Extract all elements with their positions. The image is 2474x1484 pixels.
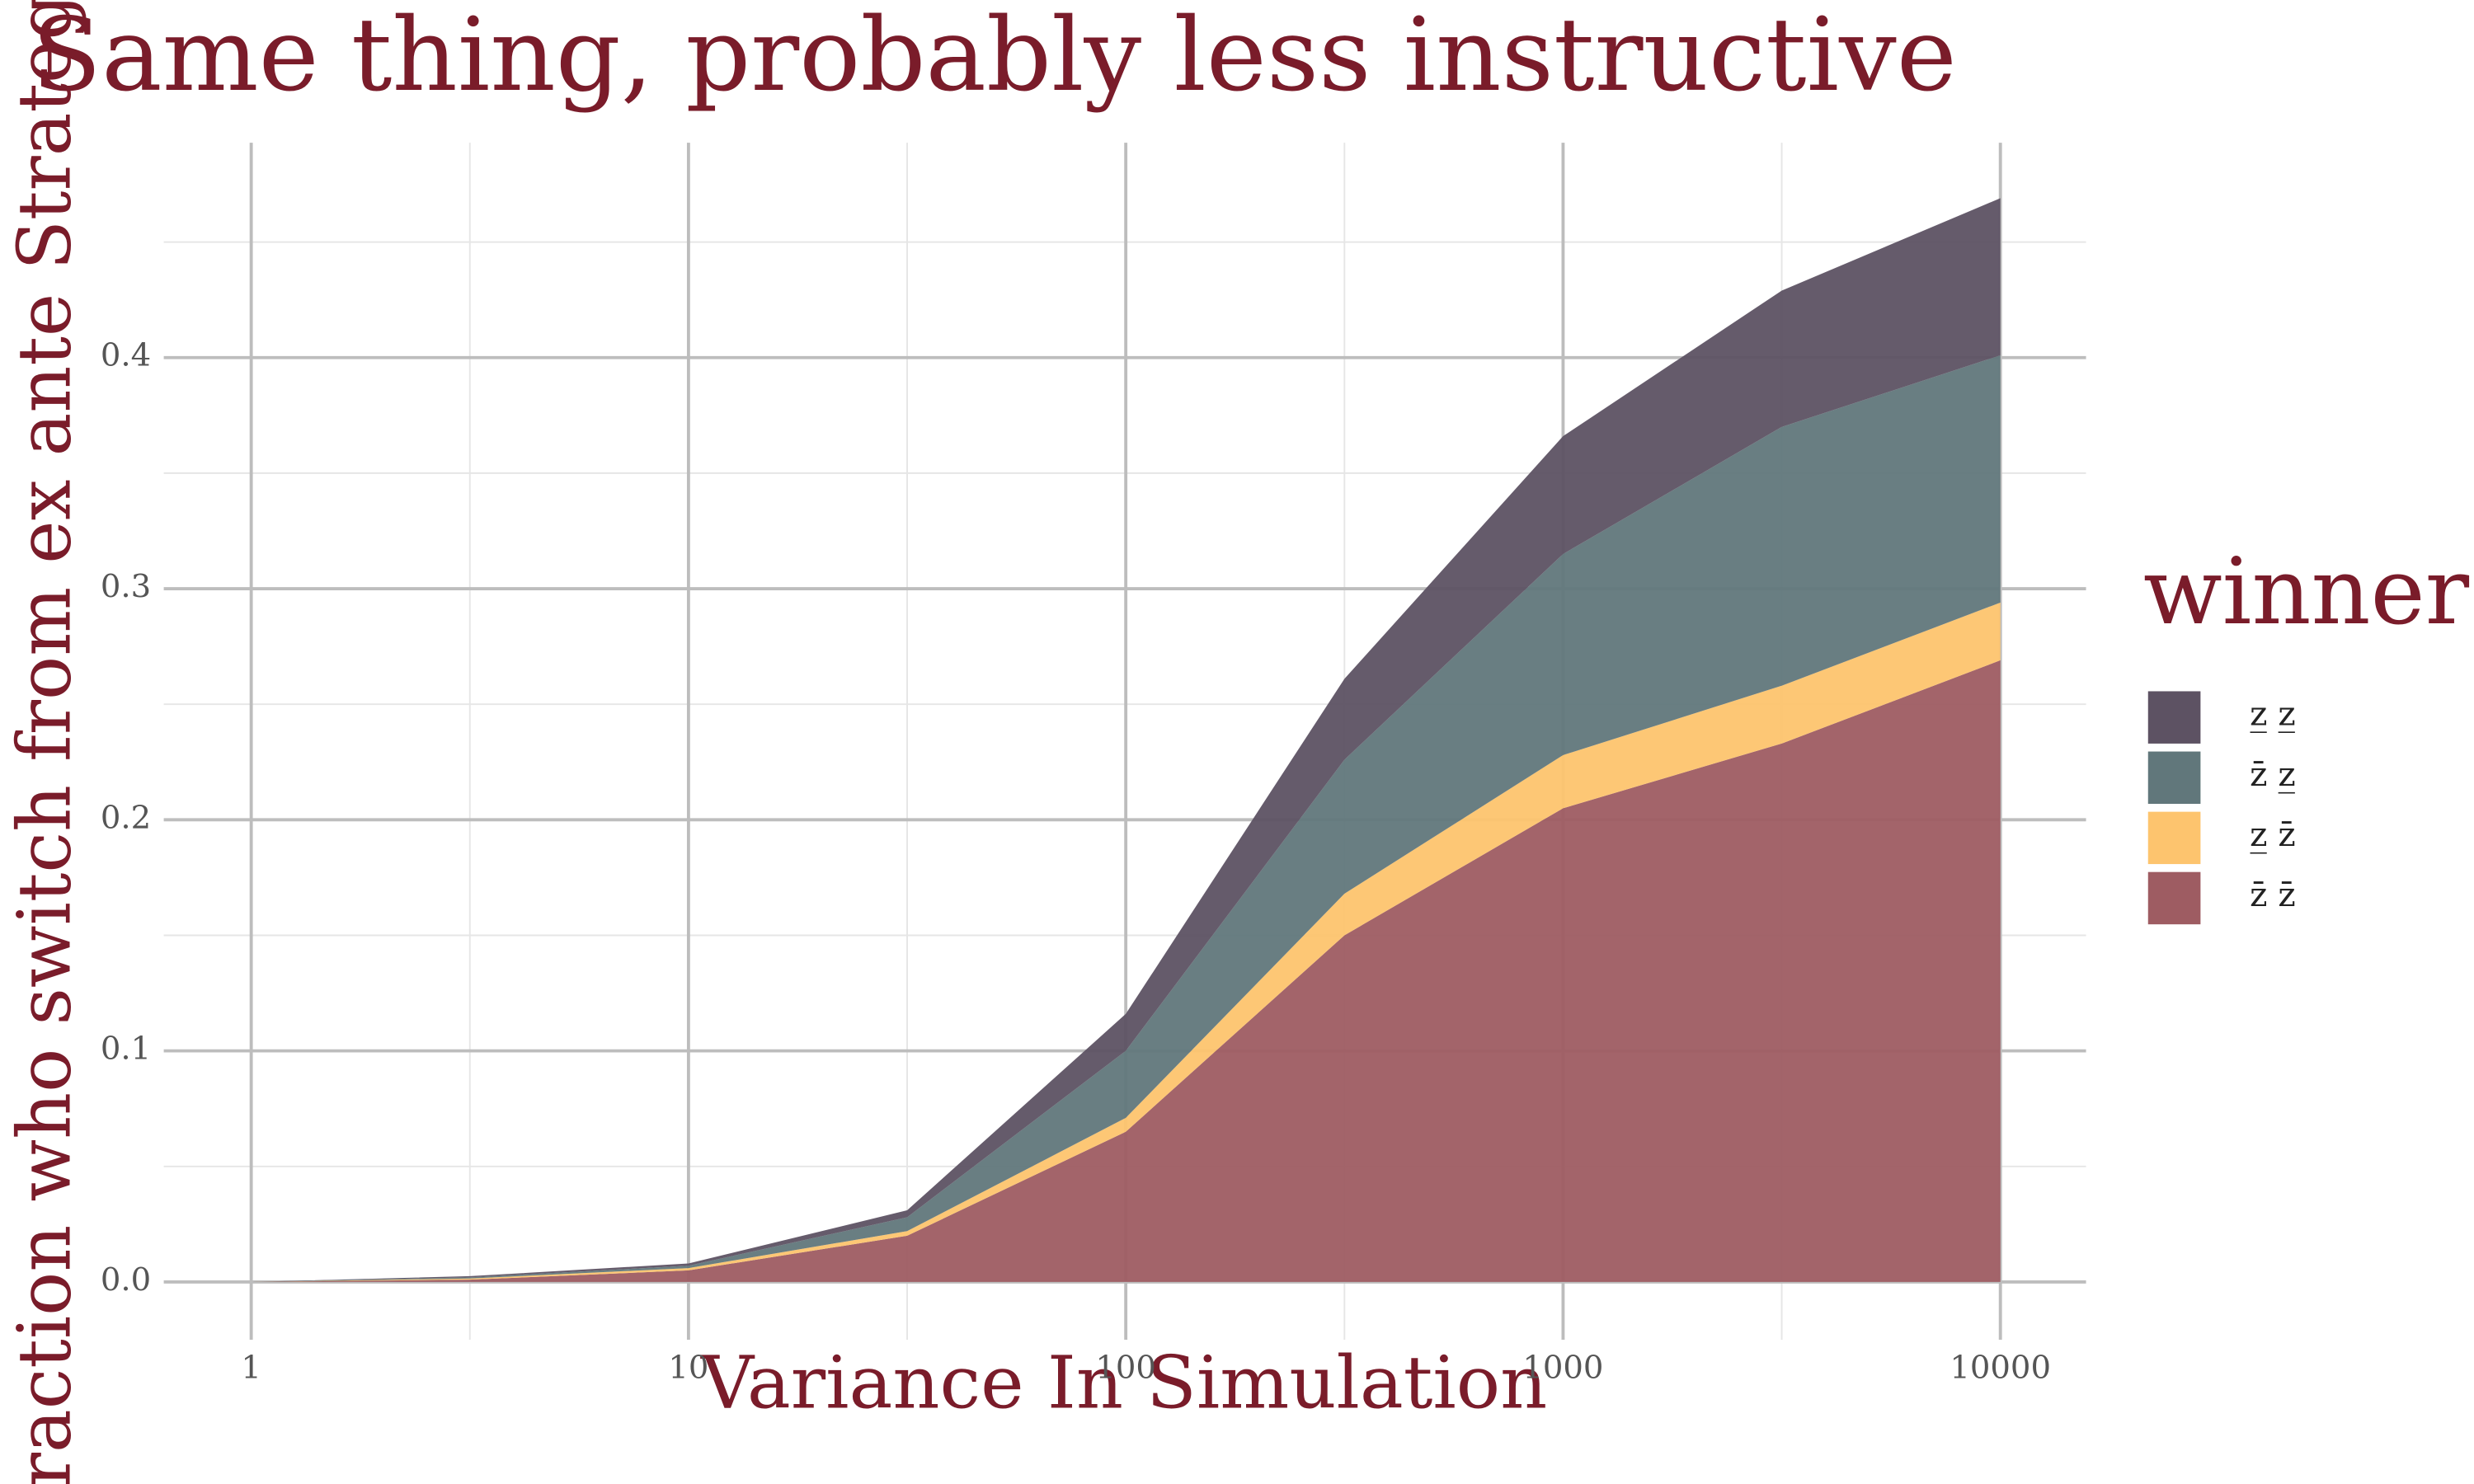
legend-title: winner	[2143, 538, 2470, 646]
x-tick-label: 10000	[1950, 1350, 2051, 1387]
x-tick-label: 100	[1095, 1350, 1156, 1387]
chart-title: Same thing, probably less instructive	[32, 0, 1957, 115]
y-axis-label: Fraction who switch from ex ante Strateg…	[2, 0, 87, 1484]
legend-label: z̄ z̄	[2250, 875, 2296, 914]
x-tick-label: 1000	[1522, 1350, 1603, 1387]
legend-label: z̄ z̲	[2250, 754, 2296, 794]
y-tick-label: 0.1	[101, 1031, 151, 1068]
legend-key	[2144, 868, 2204, 928]
y-tick-label: 0.0	[101, 1261, 151, 1298]
legend-key	[2144, 748, 2204, 807]
legend-label: z̲ z̲	[2250, 694, 2296, 734]
legend-key	[2144, 808, 2204, 867]
area	[251, 660, 2001, 1282]
area	[251, 198, 2001, 1282]
legend-label: z̲ z̄	[2250, 815, 2296, 854]
legend: z̄ z̄ z̲ z̄ z̄ z̲ z̲ z̲	[2144, 688, 2296, 928]
y-tick-label: 0.4	[101, 337, 151, 374]
legend-key	[2144, 688, 2204, 747]
x-tick-label: 10	[668, 1350, 708, 1387]
y-tick-label: 0.3	[101, 568, 151, 605]
areas	[251, 198, 2001, 1282]
x-axis-label: Variance In Simulation	[700, 1340, 1547, 1425]
area	[251, 602, 2001, 1282]
x-tick-label: 1	[241, 1350, 261, 1387]
area	[251, 355, 2001, 1282]
y-tick-label: 0.2	[101, 799, 151, 836]
